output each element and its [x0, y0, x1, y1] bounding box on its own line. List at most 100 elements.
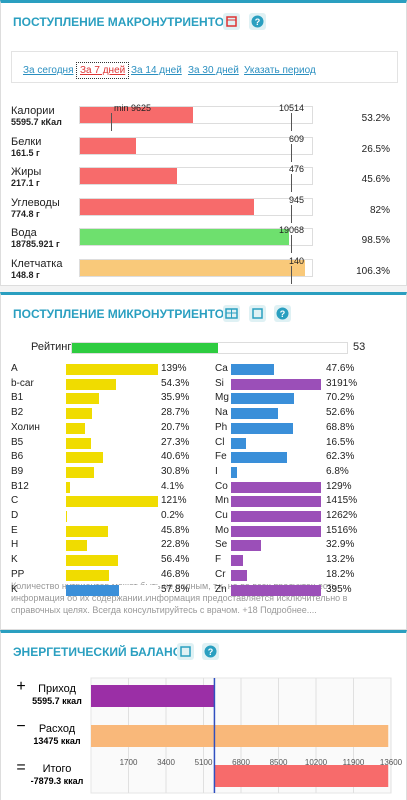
- bar-scale: [80, 259, 306, 276]
- percent-label: 26.5%: [361, 143, 390, 155]
- target: 476: [288, 164, 304, 174]
- micro-percent: 13.2%: [326, 554, 355, 566]
- bar: [80, 168, 177, 184]
- micro-name: H: [11, 539, 19, 551]
- micro-percent: 121%: [161, 495, 187, 507]
- percent-label: 98.5%: [361, 235, 390, 246]
- micro-name: Cr: [215, 568, 226, 580]
- micro-percent: 139%: [161, 363, 187, 374]
- bar: [66, 481, 70, 493]
- bar-box: [66, 481, 158, 493]
- bar: [231, 466, 238, 478]
- nutrient-amount: 217.1 г: [11, 178, 40, 188]
- bar: [66, 540, 87, 552]
- micro-percent: 6.8%: [326, 465, 349, 477]
- help-icon[interactable]: ?: [249, 13, 266, 30]
- micro-name: Cu: [215, 510, 228, 521]
- bar-box: [66, 422, 158, 434]
- micro-name: Se: [215, 539, 228, 551]
- micro-percent: 30.8%: [161, 465, 190, 477]
- micro-name: PP: [11, 568, 25, 580]
- calendar-icon[interactable]: [223, 13, 240, 30]
- bar: [80, 107, 193, 123]
- micro-percent: 4.1%: [161, 480, 184, 492]
- row-amount: -7879.3 ккал: [31, 776, 84, 786]
- rating-label: Рейтинг: [31, 341, 72, 353]
- micro-percent: 45.8%: [161, 524, 190, 536]
- bar-box: [66, 466, 158, 478]
- micro-name: A: [11, 363, 18, 374]
- micro-percent: 0.2%: [161, 510, 184, 521]
- period-tab[interactable]: За сегодня: [23, 65, 74, 76]
- target: 10514: [278, 103, 304, 113]
- micro-percent: 16.5%: [326, 436, 355, 448]
- bar: [80, 229, 289, 245]
- row-name: Приход: [38, 683, 76, 695]
- bar: [231, 378, 321, 390]
- micro-name: K: [11, 554, 18, 566]
- bar: [66, 496, 158, 508]
- micro-name: B6: [11, 451, 24, 463]
- tick: [291, 265, 292, 284]
- tick: [291, 204, 292, 223]
- row-name: Расход: [39, 723, 76, 735]
- bar: [91, 685, 215, 707]
- energy-panel: ЭНЕРГЕТИЧЕСКИЙ БАЛАНС ? + − = 1700 3400 51…: [0, 630, 407, 800]
- nutrient-amount: 5595.7 кКал: [11, 117, 62, 127]
- bar: [66, 408, 93, 420]
- micro-percent: 20.7%: [161, 421, 190, 433]
- calendar-icon[interactable]: [249, 305, 266, 322]
- bar: [66, 378, 116, 390]
- bar-box: [79, 258, 313, 277]
- nutrient-name: Углеводы: [11, 196, 60, 209]
- target: 609: [288, 133, 304, 144]
- micro-percent: 57.8%: [161, 583, 190, 595]
- row-name: Итого: [43, 763, 72, 775]
- calendar-icon[interactable]: [177, 643, 194, 660]
- bar: [66, 422, 86, 434]
- x-tick-label: 13600: [380, 758, 403, 767]
- bar: [231, 452, 288, 464]
- micro-percent: 47.6%: [326, 363, 355, 374]
- micro-name: Mg: [215, 392, 229, 404]
- bar-box: [231, 525, 321, 537]
- row-amount: 13475 ккал: [33, 736, 81, 746]
- bar-box: [231, 481, 321, 493]
- minus-sign: −: [16, 718, 25, 735]
- micro-percent: 62.3%: [326, 451, 355, 463]
- micro-name: Si: [215, 377, 224, 389]
- bar-box: [231, 555, 321, 567]
- x-tick-label: 11900: [343, 758, 365, 767]
- bar-box: [79, 197, 313, 216]
- table-icon[interactable]: [223, 305, 240, 322]
- bar: [66, 393, 100, 405]
- energy-chart: + − = 1700 3400 5100 6800 8500 10200 11900 1360…: [16, 677, 403, 794]
- nutrient-amount: 148.8 г: [11, 269, 40, 280]
- period-tab[interactable]: За 30 дней: [188, 65, 239, 76]
- tick: [291, 174, 292, 192]
- row-amount: 5595.7 ккал: [32, 696, 82, 706]
- bar: [231, 540, 261, 552]
- help-icon[interactable]: ?: [202, 643, 219, 660]
- period-tab[interactable]: Указать период: [244, 65, 316, 76]
- period-tab[interactable]: За 14 дней: [131, 65, 182, 76]
- bar-box: [79, 106, 313, 124]
- micro-name: B12: [11, 480, 29, 492]
- bar-scale: [80, 168, 292, 184]
- micro-name: K: [11, 583, 18, 595]
- micro-name: B1: [11, 392, 24, 404]
- bar-box: [231, 437, 321, 449]
- x-tick-label: 5100: [195, 758, 213, 767]
- help-icon[interactable]: ?: [274, 305, 291, 322]
- percent-label: 106.3%: [356, 265, 390, 277]
- tick: [291, 143, 292, 162]
- micro-percent: 129%: [326, 480, 352, 492]
- micro-percent: 46.8%: [161, 568, 190, 580]
- bar-box: [66, 525, 158, 537]
- micro-name: Ca: [215, 363, 228, 374]
- svg-text:?: ?: [208, 647, 214, 657]
- panel-title: ПОСТУПЛЕНИЕ МАКРОНУТРИЕНТОВ: [13, 15, 233, 29]
- bar: [80, 137, 137, 154]
- period-tab[interactable]: За 7 дней: [76, 62, 130, 79]
